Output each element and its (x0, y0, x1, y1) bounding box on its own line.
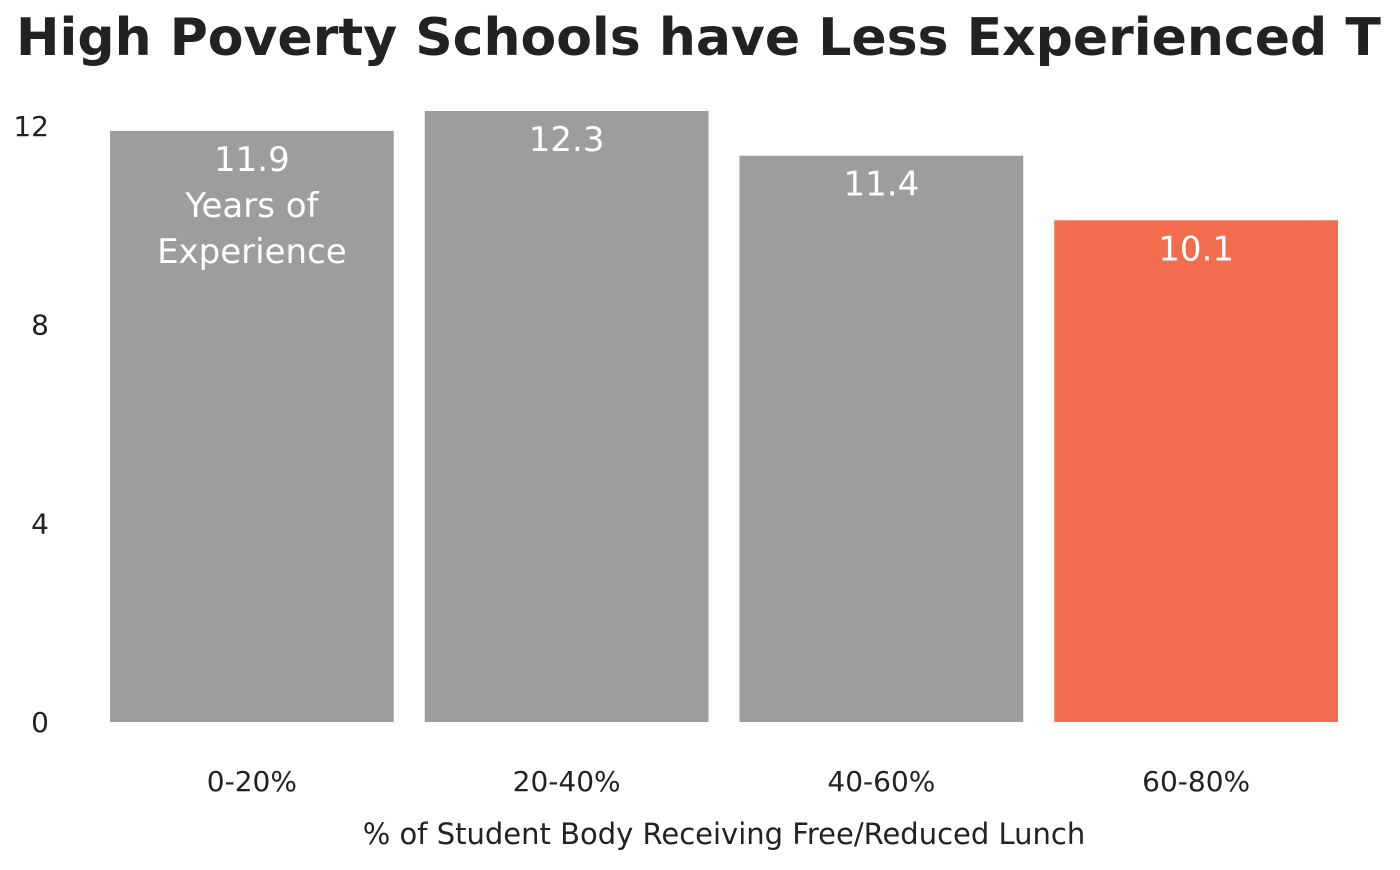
y-tick-label: 4 (31, 507, 49, 540)
x-axis: 0-20% 20-40% 40-60% 60-80% (207, 765, 1250, 798)
y-tick-label: 8 (31, 309, 49, 342)
data-label-unit: Experience (157, 232, 347, 272)
x-axis-title: % of Student Body Receiving Free/Reduced… (363, 817, 1085, 851)
data-label: 11.4 (844, 165, 920, 205)
bar-60-80% (1054, 220, 1338, 722)
x-tick-label: 60-80% (1142, 765, 1250, 798)
data-label: 11.9 (214, 140, 290, 180)
data-label-unit: Years of (184, 186, 319, 226)
x-tick-label: 0-20% (207, 765, 297, 798)
bar-0-20% (110, 130, 394, 722)
bar-20-40% (424, 111, 709, 722)
data-labels-group: 11.9 Years of Experience 12.3 11.4 10.1 (157, 120, 1234, 272)
bar-40-60% (739, 155, 1024, 722)
y-tick-label: 12 (13, 110, 49, 143)
chart-title: High Poverty Schools have Less Experienc… (16, 8, 1381, 68)
x-tick-label: 40-60% (827, 765, 935, 798)
data-label: 10.1 (1158, 229, 1234, 269)
y-axis: 0 4 8 12 (13, 110, 49, 739)
data-label: 12.3 (529, 120, 605, 160)
x-tick-label: 20-40% (513, 765, 621, 798)
y-tick-label: 0 (31, 706, 49, 739)
bars-group (110, 111, 1338, 722)
